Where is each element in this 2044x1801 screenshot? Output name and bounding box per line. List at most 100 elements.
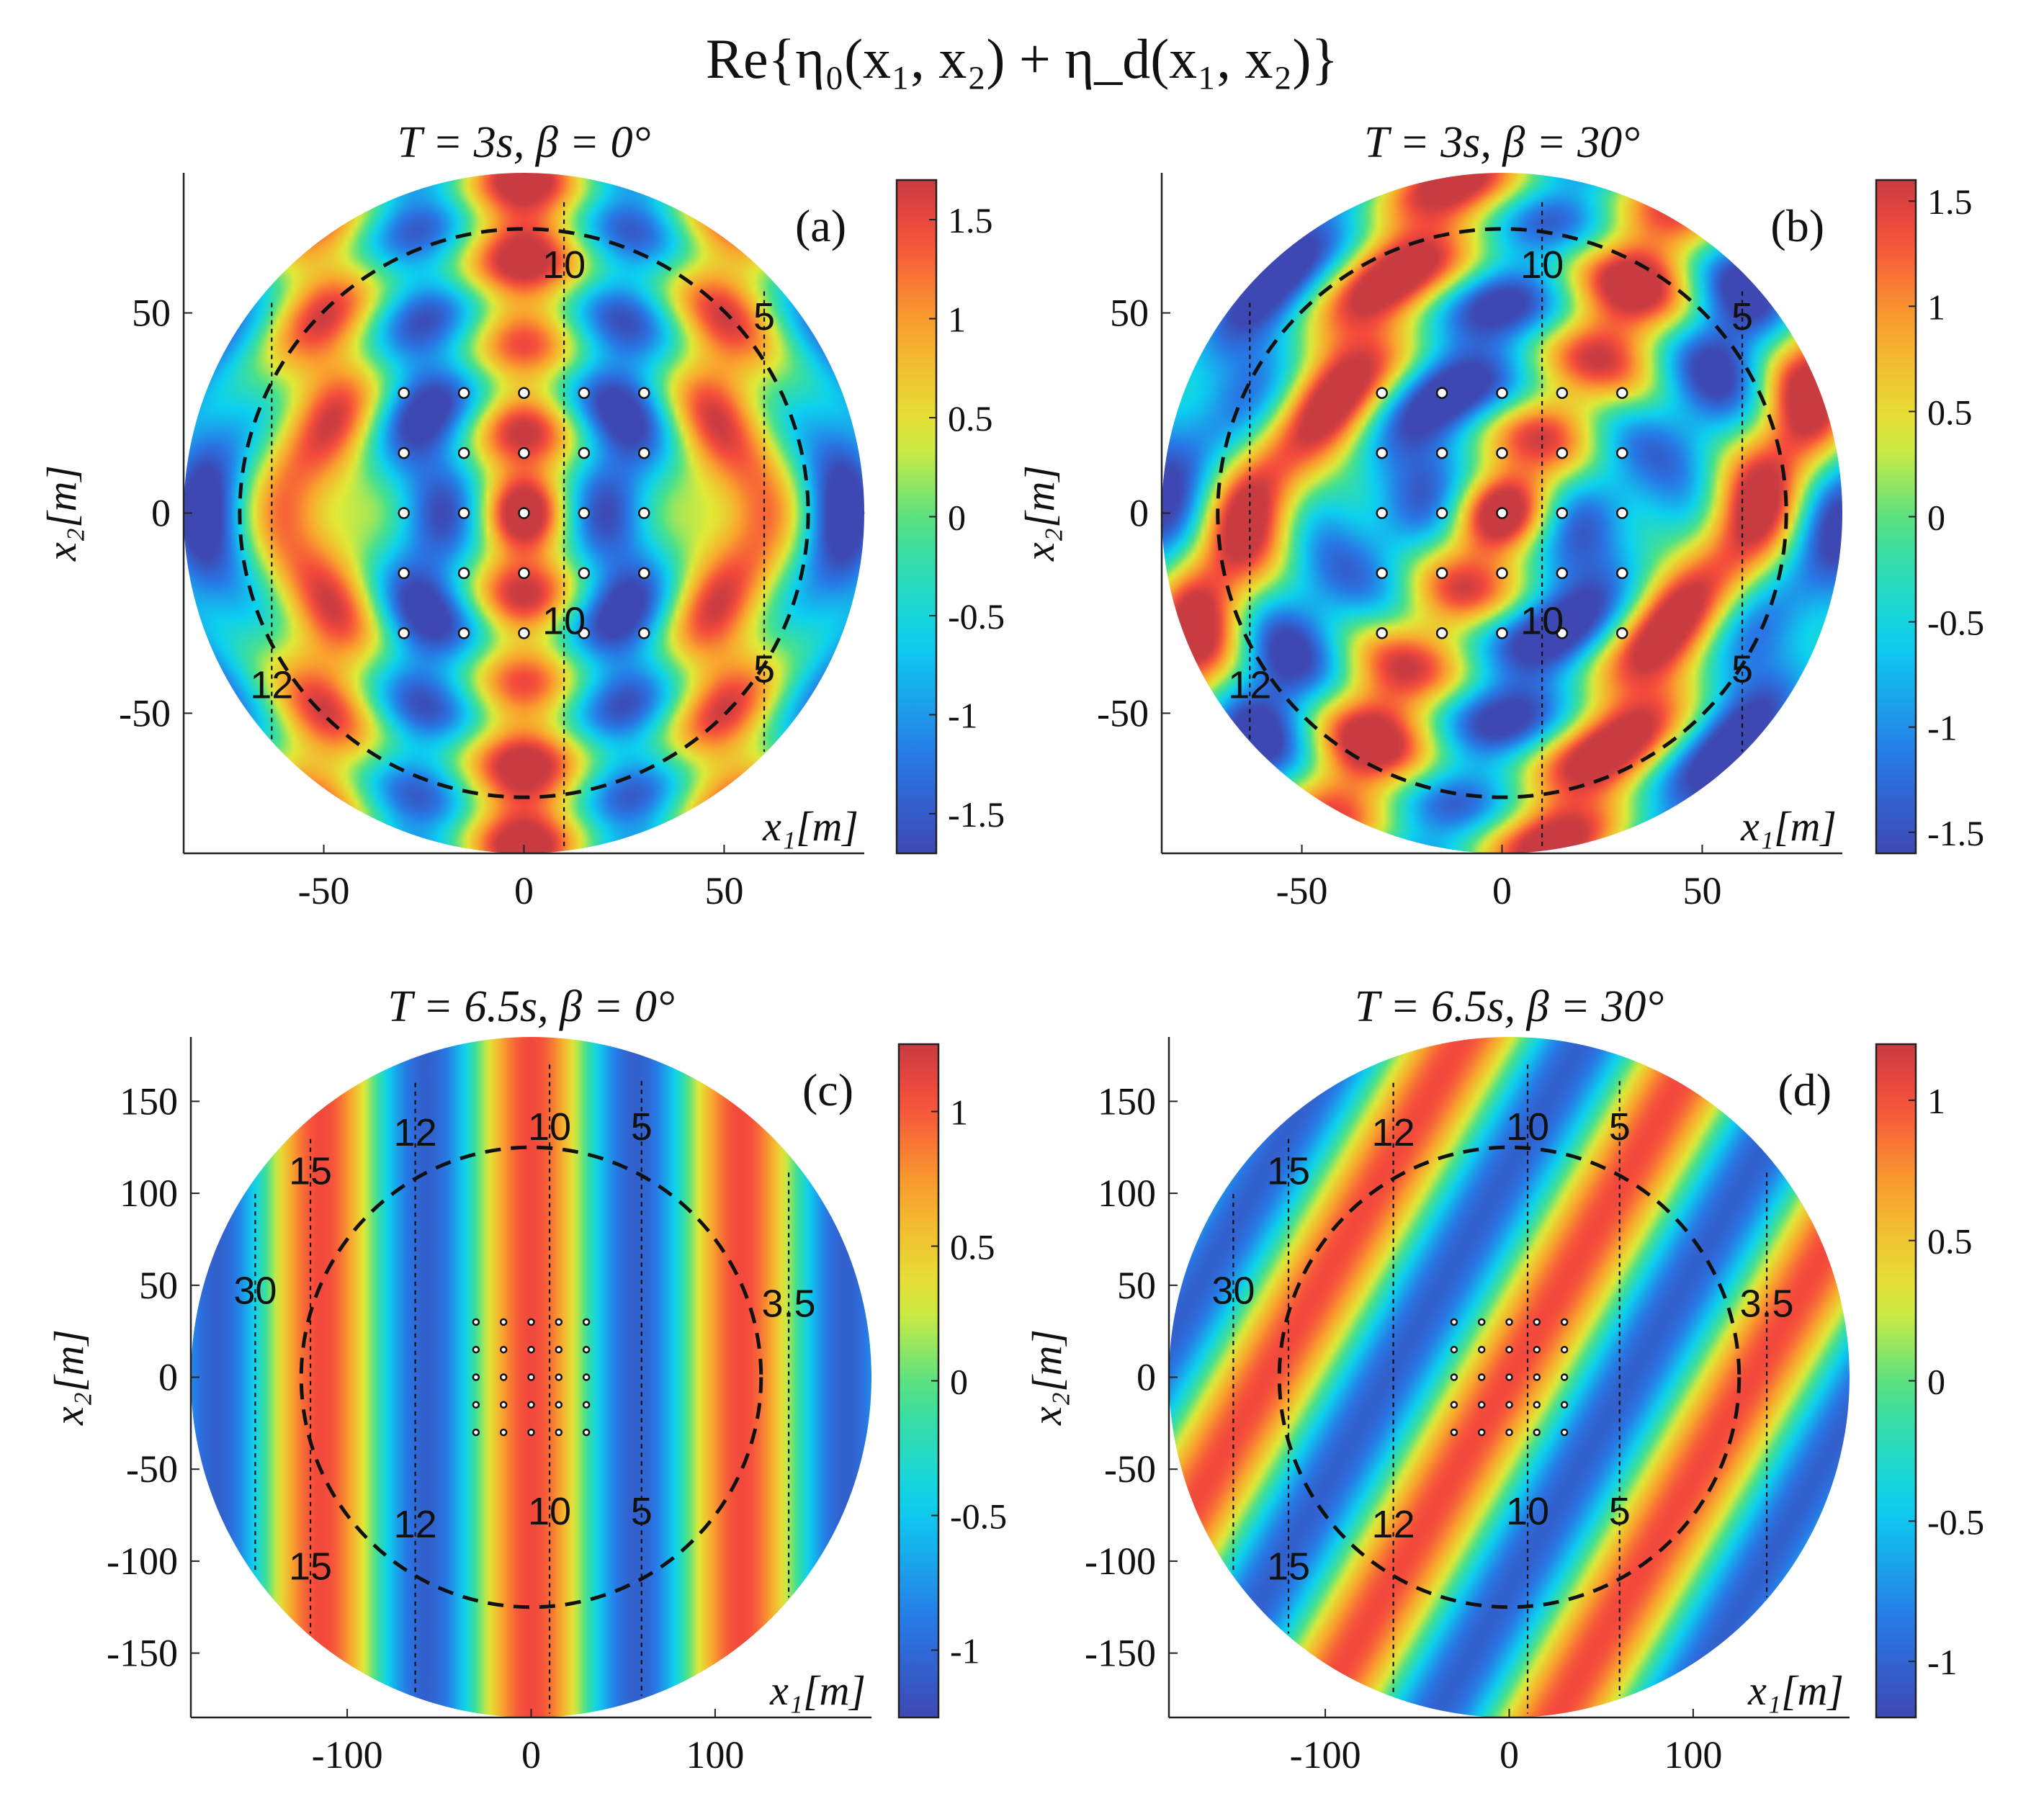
contour-label: 3.5 <box>762 1282 816 1325</box>
cylinder-marker <box>1376 507 1388 519</box>
contour-label: 10 <box>528 1490 571 1533</box>
cylinder-marker <box>582 1401 591 1409</box>
cylinder-marker <box>1616 627 1628 639</box>
x-axis-label: x₁[m] <box>769 1667 866 1714</box>
cylinder-marker <box>582 1318 591 1326</box>
y-tick-label: 0 <box>158 1356 178 1399</box>
y-tick-label: 150 <box>1098 1079 1156 1123</box>
y-tick-label: 50 <box>1117 1264 1156 1307</box>
colorbar-tick-label: 0 <box>950 1362 968 1402</box>
y-tick-label: 50 <box>132 292 171 335</box>
colorbar-tick-label: -1 <box>950 1631 980 1671</box>
cylinder-marker <box>1556 446 1569 459</box>
colorbar-tick-label: 0.5 <box>948 398 993 439</box>
cylinder-marker <box>1376 387 1388 399</box>
cylinder-marker <box>1477 1318 1486 1326</box>
y-tick-label: 0 <box>151 492 171 535</box>
panel-label: (a) <box>795 200 846 251</box>
contour-label: 15 <box>289 1545 332 1589</box>
contour-label: 12 <box>394 1111 437 1154</box>
cylinder-marker <box>527 1428 535 1437</box>
cylinder-marker <box>1616 446 1628 459</box>
cylinder-marker <box>472 1345 480 1354</box>
colorbar-tick-label: 1 <box>1927 287 1945 327</box>
dashed-circle <box>238 227 810 799</box>
cylinder-marker <box>578 567 591 580</box>
cylinder-marker <box>1560 1318 1569 1326</box>
cylinder-marker <box>582 1345 591 1354</box>
cylinder-marker <box>1560 1345 1569 1354</box>
cylinder-marker <box>1560 1401 1569 1409</box>
cylinder-marker <box>1477 1373 1486 1381</box>
panel-d: T = 6.5s, β = 30°-100 0 100-150-100-500501… <box>1023 982 1984 1777</box>
contour-label: 10 <box>1506 1105 1549 1149</box>
cylinder-marker <box>555 1318 563 1326</box>
cylinder-marker <box>582 1373 591 1381</box>
dashed-circle <box>299 1145 763 1609</box>
cylinder-marker <box>1435 567 1448 580</box>
cylinder-marker <box>1616 387 1628 399</box>
y-tick-label: -100 <box>1085 1540 1156 1583</box>
cylinder-marker <box>472 1318 480 1326</box>
contour-label: 3.5 <box>1740 1282 1794 1325</box>
cylinder-marker <box>518 627 530 639</box>
contour-label: 12 <box>1372 1503 1415 1546</box>
cylinder-marker <box>1505 1318 1513 1326</box>
cylinder-marker <box>555 1373 563 1381</box>
x-tick-label: 0 <box>514 869 534 912</box>
panel-label: (b) <box>1770 200 1824 251</box>
y-tick-label: 0 <box>1137 1356 1156 1399</box>
cylinder-marker <box>1556 567 1569 580</box>
contour-label: 5 <box>1731 295 1753 338</box>
contour-label: 30 <box>233 1269 277 1312</box>
x-axis-label: x₁[m] <box>1747 1667 1844 1714</box>
cylinder-marker <box>527 1345 535 1354</box>
cylinder-marker <box>1435 446 1448 459</box>
cylinder-marker <box>457 507 470 519</box>
cylinder-marker <box>472 1428 480 1437</box>
cylinder-marker <box>555 1401 563 1409</box>
colorbar-tick-label: 1 <box>1927 1081 1945 1121</box>
cylinder-marker <box>638 387 650 399</box>
y-axis-label: x₂[m] <box>45 1329 92 1426</box>
panel-a: T = 3s, β = 0°-50 0 50-50050x₁[m]x₂[m](a)1… <box>38 118 1005 912</box>
cylinder-marker <box>398 507 410 519</box>
x-tick-label: 50 <box>1682 869 1721 912</box>
cylinder-marker <box>457 387 470 399</box>
y-tick-label: 0 <box>1129 492 1149 535</box>
cylinder-marker <box>1376 446 1388 459</box>
colorbar-tick-label: -1.5 <box>1927 813 1984 853</box>
contour-label: 5 <box>1609 1105 1631 1149</box>
cylinder-marker <box>1376 627 1388 639</box>
cylinder-marker <box>1556 387 1569 399</box>
colorbar-tick-label: 1 <box>950 1092 968 1133</box>
cylinder-marker <box>1505 1373 1513 1381</box>
panel-title: T = 3s, β = 30° <box>1364 118 1640 167</box>
x-tick-label: -50 <box>298 869 350 912</box>
x-tick-label: 0 <box>1492 869 1512 912</box>
contour-label: 12 <box>1372 1111 1415 1154</box>
panel-title: T = 3s, β = 0° <box>398 118 651 167</box>
cylinder-marker <box>578 627 591 639</box>
panel-label: (c) <box>802 1064 853 1115</box>
cylinder-marker <box>457 627 470 639</box>
y-axis-label: x₂[m] <box>38 465 85 562</box>
contour-label: 10 <box>1520 600 1564 643</box>
y-tick-label: -100 <box>107 1540 178 1583</box>
y-tick-label: -150 <box>107 1632 178 1675</box>
cylinder-marker <box>499 1373 508 1381</box>
colorbar-tick-label: -0.5 <box>1927 603 1984 643</box>
contour-label: 30 <box>1211 1269 1255 1312</box>
colorbar-tick-label: -0.5 <box>950 1496 1007 1537</box>
colorbar-tick-label: 1 <box>948 300 966 340</box>
contour-label: 12 <box>1228 664 1271 707</box>
cylinder-marker <box>472 1401 480 1409</box>
cylinder-marker <box>1496 446 1508 459</box>
cylinder-marker <box>1556 627 1569 639</box>
cylinder-marker <box>1556 507 1569 519</box>
colorbar-tick-label: 0 <box>948 498 966 538</box>
cylinder-marker <box>1496 567 1508 580</box>
cylinder-marker <box>398 567 410 580</box>
y-tick-label: 100 <box>1098 1172 1156 1215</box>
